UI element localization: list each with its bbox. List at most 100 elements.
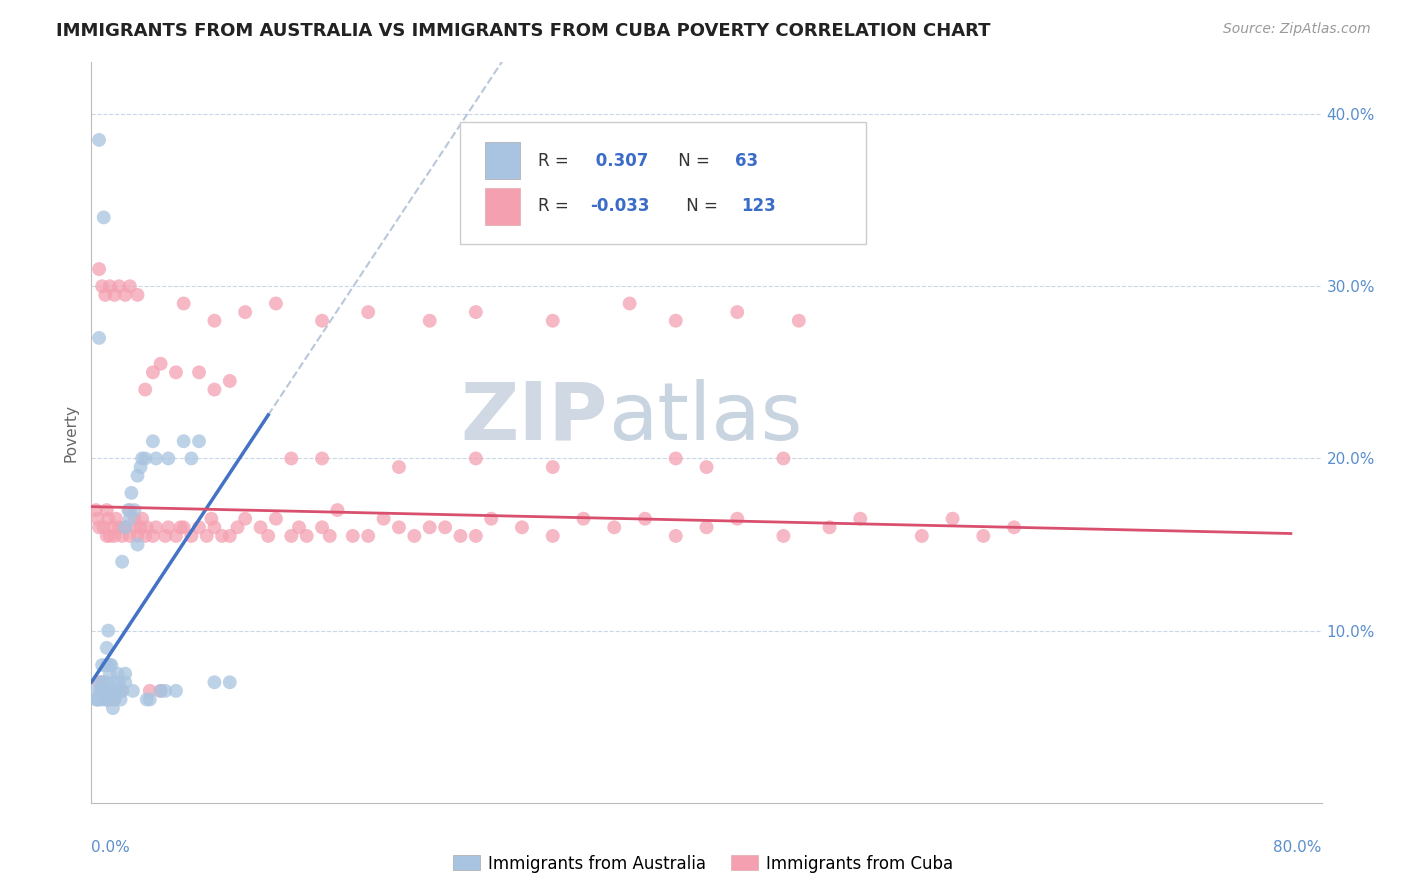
Point — [388, 520, 411, 534]
Point — [91, 658, 114, 673]
Point — [153, 529, 177, 543]
Point — [90, 684, 112, 698]
Point — [541, 460, 564, 475]
Point — [84, 503, 107, 517]
Point — [98, 692, 121, 706]
Point — [200, 512, 222, 526]
Point — [165, 365, 187, 379]
Point — [122, 684, 145, 698]
Point — [311, 520, 333, 534]
Point — [218, 529, 240, 543]
Point — [134, 383, 156, 397]
Text: IMMIGRANTS FROM AUSTRALIA VS IMMIGRANTS FROM CUBA POVERTY CORRELATION CHART: IMMIGRANTS FROM AUSTRALIA VS IMMIGRANTS … — [56, 22, 991, 40]
Point — [849, 512, 872, 526]
Point — [311, 451, 333, 466]
Point — [96, 692, 118, 706]
Y-axis label: Poverty: Poverty — [63, 403, 79, 462]
Point — [464, 305, 486, 319]
Point — [510, 520, 533, 534]
Point — [110, 692, 132, 706]
Point — [103, 692, 125, 706]
Point — [86, 512, 108, 526]
Point — [114, 288, 136, 302]
Point — [419, 314, 441, 328]
Point — [295, 529, 318, 543]
Point — [972, 529, 994, 543]
Point — [98, 666, 121, 681]
Point — [449, 529, 471, 543]
Point — [118, 512, 141, 526]
Text: 0.0%: 0.0% — [91, 840, 131, 855]
Point — [233, 512, 256, 526]
Point — [818, 520, 841, 534]
Point — [127, 537, 149, 551]
Point — [103, 692, 125, 706]
Text: 63: 63 — [735, 152, 758, 169]
Point — [572, 512, 595, 526]
Legend: Immigrants from Australia, Immigrants from Cuba: Immigrants from Australia, Immigrants fr… — [446, 848, 960, 880]
Point — [117, 503, 139, 517]
Point — [419, 520, 441, 534]
Point — [142, 529, 165, 543]
Point — [772, 451, 794, 466]
Point — [100, 658, 122, 673]
Point — [188, 520, 211, 534]
Point — [479, 512, 502, 526]
Point — [142, 365, 165, 379]
Point — [180, 529, 202, 543]
Point — [173, 520, 195, 534]
Point — [114, 675, 136, 690]
Point — [942, 512, 965, 526]
Point — [288, 520, 311, 534]
Point — [118, 503, 141, 517]
Point — [280, 529, 302, 543]
Point — [202, 383, 225, 397]
Point — [188, 365, 211, 379]
Point — [434, 520, 457, 534]
Point — [118, 529, 141, 543]
Point — [118, 279, 141, 293]
Point — [139, 684, 162, 698]
Point — [202, 314, 225, 328]
Point — [98, 658, 121, 673]
Point — [541, 529, 564, 543]
Point — [264, 512, 287, 526]
Point — [87, 133, 110, 147]
Point — [91, 692, 114, 706]
Point — [464, 529, 486, 543]
FancyBboxPatch shape — [485, 188, 520, 226]
Point — [257, 529, 280, 543]
Point — [202, 520, 225, 534]
Point — [311, 314, 333, 328]
Text: -0.033: -0.033 — [589, 197, 650, 215]
Point — [93, 520, 115, 534]
Point — [127, 468, 149, 483]
Point — [114, 520, 136, 534]
Point — [97, 512, 120, 526]
Text: 0.307: 0.307 — [589, 152, 648, 169]
Point — [634, 512, 657, 526]
Point — [90, 684, 112, 698]
Point — [696, 460, 718, 475]
Point — [108, 684, 131, 698]
Point — [149, 684, 172, 698]
Point — [93, 684, 115, 698]
Point — [108, 520, 131, 534]
Point — [101, 520, 124, 534]
Point — [111, 684, 134, 698]
Point — [211, 529, 233, 543]
Text: R =: R = — [538, 197, 574, 215]
Point — [93, 675, 115, 690]
Point — [233, 305, 256, 319]
Point — [93, 211, 115, 225]
Point — [319, 529, 342, 543]
Point — [111, 555, 134, 569]
Point — [108, 684, 131, 698]
Point — [665, 529, 688, 543]
Point — [357, 529, 380, 543]
Text: R =: R = — [538, 152, 574, 169]
Point — [94, 684, 117, 698]
Point — [127, 529, 149, 543]
Point — [103, 684, 125, 698]
Point — [404, 529, 426, 543]
